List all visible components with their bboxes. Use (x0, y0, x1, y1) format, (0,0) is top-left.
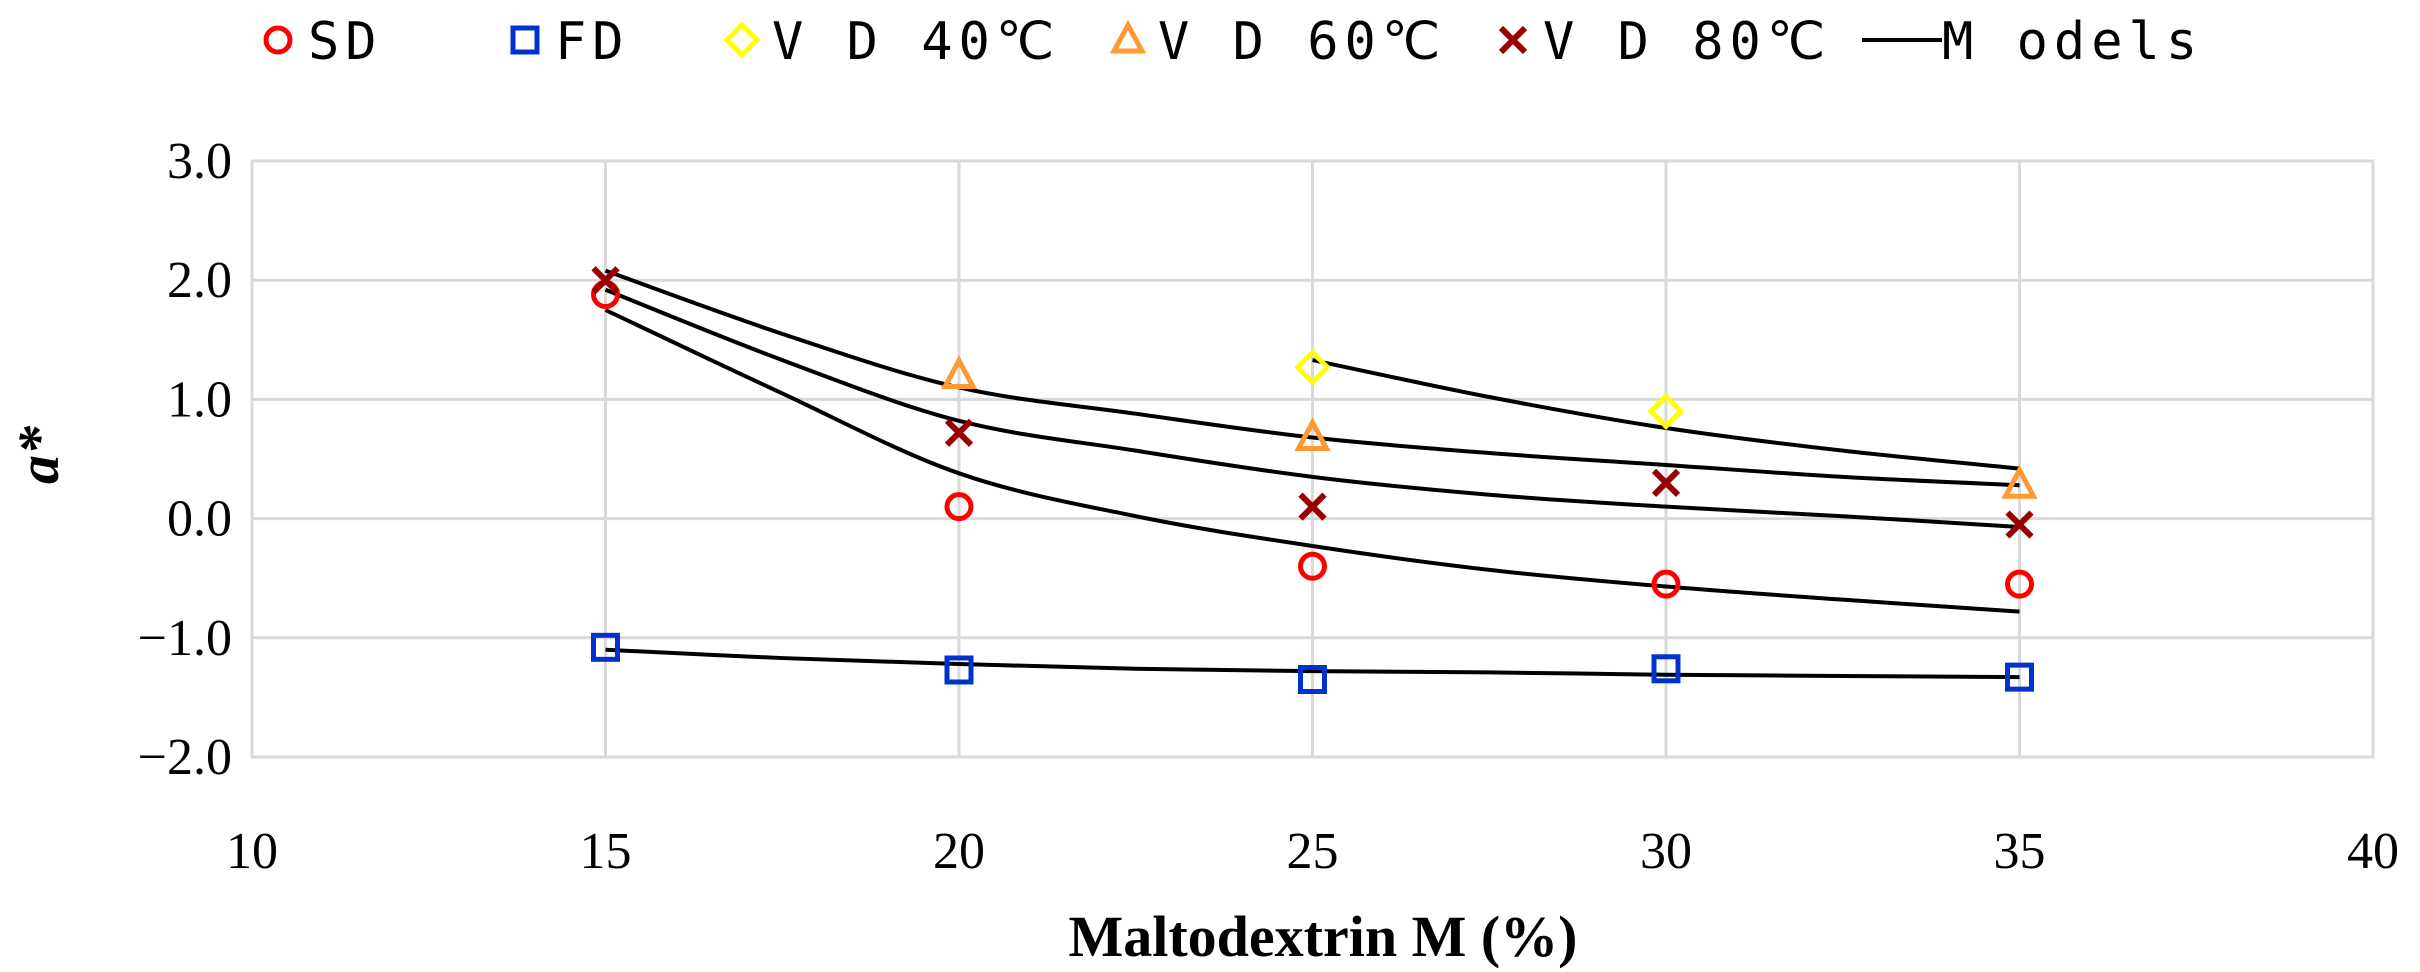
data-point-v-d-80 (1298, 492, 1327, 521)
data-point-v-d-80 (2005, 510, 2034, 539)
y-tick-label: 2.0 (167, 252, 232, 309)
x-axis-ticks: 10 15 20 25 30 35 40 (226, 823, 2399, 880)
legend-marker (1498, 25, 1528, 55)
y-tick-label: −2.0 (138, 729, 232, 786)
x-tick-label: 40 (2347, 823, 2399, 880)
legend-marker (510, 25, 540, 55)
model-line-v-d-60 (604, 268, 2020, 488)
y-tick-label: 3.0 (167, 133, 232, 190)
data-points (591, 266, 2038, 695)
y-axis-ticks: −2.0 −1.0 0.0 1.0 2.0 3.0 (138, 133, 232, 786)
data-point-sd (944, 492, 974, 522)
x-tick-label: 35 (1994, 823, 2046, 880)
plot-area-border (250, 159, 2375, 759)
y-tick-label: −1.0 (138, 610, 232, 667)
legend-item-m-odels: M odels (1862, 12, 2203, 72)
data-point-fd (1651, 654, 1681, 684)
x-tick-label: 10 (226, 823, 278, 880)
data-point-fd (591, 632, 620, 662)
data-point-v-d-40 (1647, 392, 1685, 430)
legend-marker (263, 25, 293, 55)
y-tick-label: 1.0 (167, 371, 232, 428)
data-point-fd (1298, 665, 1327, 695)
x-axis-label: Maltodextrin M (%) (1069, 904, 1578, 969)
model-line-v-d-80 (604, 287, 2020, 529)
model-lines (604, 268, 2020, 680)
x-tick-label: 20 (933, 823, 985, 880)
data-point-fd (944, 655, 974, 685)
legend-label: FD (555, 12, 630, 72)
x-tick-label: 15 (580, 823, 632, 880)
data-point-v-d-80 (944, 418, 974, 447)
legend-label: V D 80℃ (1543, 12, 1831, 72)
data-point-v-d-60 (940, 355, 978, 390)
legend-item-v-d-40: V D 40℃ (723, 12, 1060, 72)
legend-label: SD (308, 12, 383, 72)
model-line-fd (605, 647, 2020, 680)
legend-item-sd: SD (263, 12, 383, 72)
legend-item-v-d-60: V D 60℃ (1109, 12, 1446, 72)
data-point-sd (1651, 569, 1681, 599)
data-point-v-d-40 (1293, 348, 1332, 386)
x-tick-label: 25 (1287, 823, 1339, 880)
model-line-sd (604, 308, 2020, 614)
data-point-v-d-80 (1651, 468, 1681, 497)
legend-item-fd: FD (510, 12, 630, 72)
legend-label: V D 40℃ (772, 12, 1060, 72)
x-tick-label: 30 (1640, 823, 1692, 880)
legend-item-v-d-80: V D 80℃ (1498, 12, 1831, 72)
data-point-sd (2005, 569, 2034, 599)
legend-label: V D 60℃ (1158, 12, 1446, 72)
y-axis-label: a* (6, 425, 71, 484)
legend-label: M odels (1942, 12, 2203, 72)
data-point-sd (1298, 551, 1327, 581)
legend-marker (723, 21, 761, 59)
data-point-v-d-60 (2001, 464, 2038, 499)
legend-marker (1109, 19, 1147, 54)
data-point-v-d-60 (1294, 417, 1331, 452)
data-point-fd (2005, 662, 2034, 692)
data-point-v-d-80 (591, 266, 620, 295)
legend: SD FD V D 40℃ V D 60℃ V D 80℃ M odels (263, 12, 2203, 72)
y-tick-label: 0.0 (167, 491, 232, 548)
